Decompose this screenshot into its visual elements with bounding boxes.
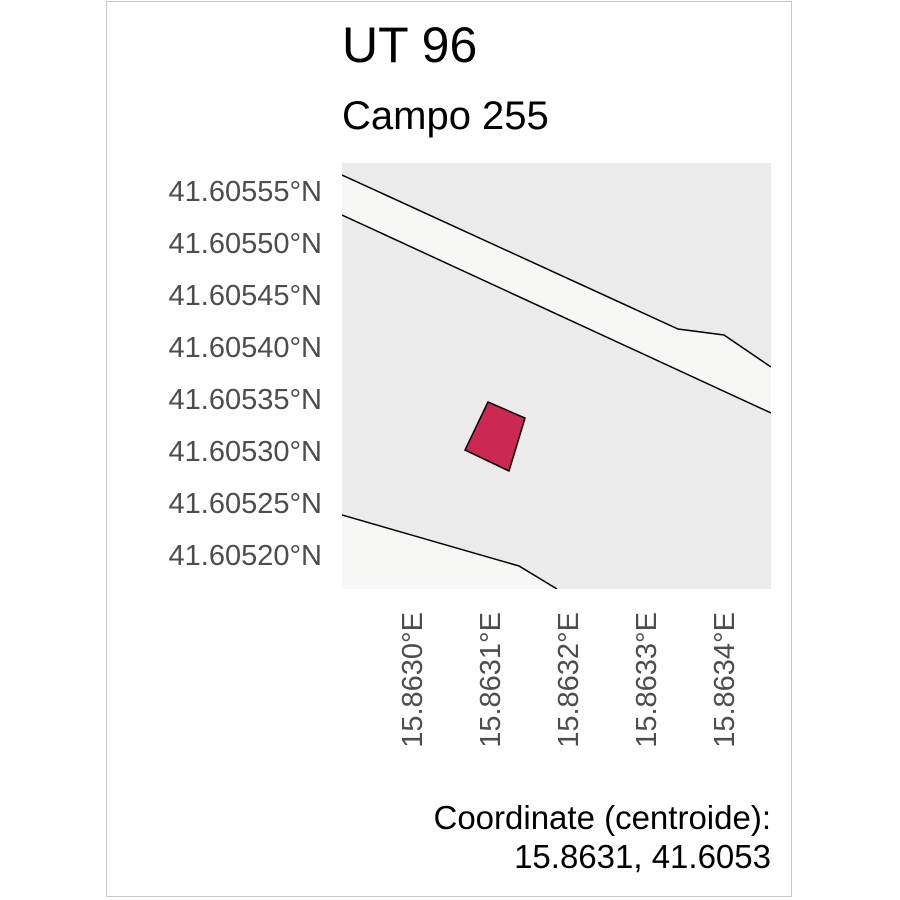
lat-tick-label: 41.60530°N xyxy=(168,436,323,468)
lat-tick-label: 41.60545°N xyxy=(168,280,323,312)
map-panel xyxy=(342,163,771,589)
lon-tick-label: 15.8632°E xyxy=(553,612,585,748)
road-lower xyxy=(342,515,557,589)
lat-tick-label: 41.60520°N xyxy=(168,540,323,572)
parcel-polygon xyxy=(463,401,526,473)
lon-tick-label: 15.8631°E xyxy=(475,612,507,748)
map-title: UT 96 xyxy=(342,17,478,73)
map-subtitle: Campo 255 xyxy=(342,94,549,138)
lon-tick-label: 15.8630°E xyxy=(397,612,429,748)
road-upper-edge-bottom xyxy=(342,214,771,414)
lat-tick-label: 41.60535°N xyxy=(168,384,323,416)
road-upper-edge-top xyxy=(342,174,771,368)
road-lower-edge xyxy=(342,514,558,589)
lon-tick-label: 15.8633°E xyxy=(631,612,663,748)
centroid-caption: Coordinate (centroide): 15.8631, 41.6053 xyxy=(433,798,771,876)
lat-tick-label: 41.60525°N xyxy=(168,488,323,520)
lon-tick-label: 15.8634°E xyxy=(709,612,741,748)
lat-tick-label: 41.60555°N xyxy=(168,176,323,208)
centroid-caption-label: Coordinate (centroide): xyxy=(433,799,771,836)
lat-tick-label: 41.60550°N xyxy=(168,228,323,260)
lat-tick-label: 41.60540°N xyxy=(168,332,323,364)
centroid-caption-value: 15.8631, 41.6053 xyxy=(514,838,771,875)
road-upper xyxy=(342,175,771,413)
